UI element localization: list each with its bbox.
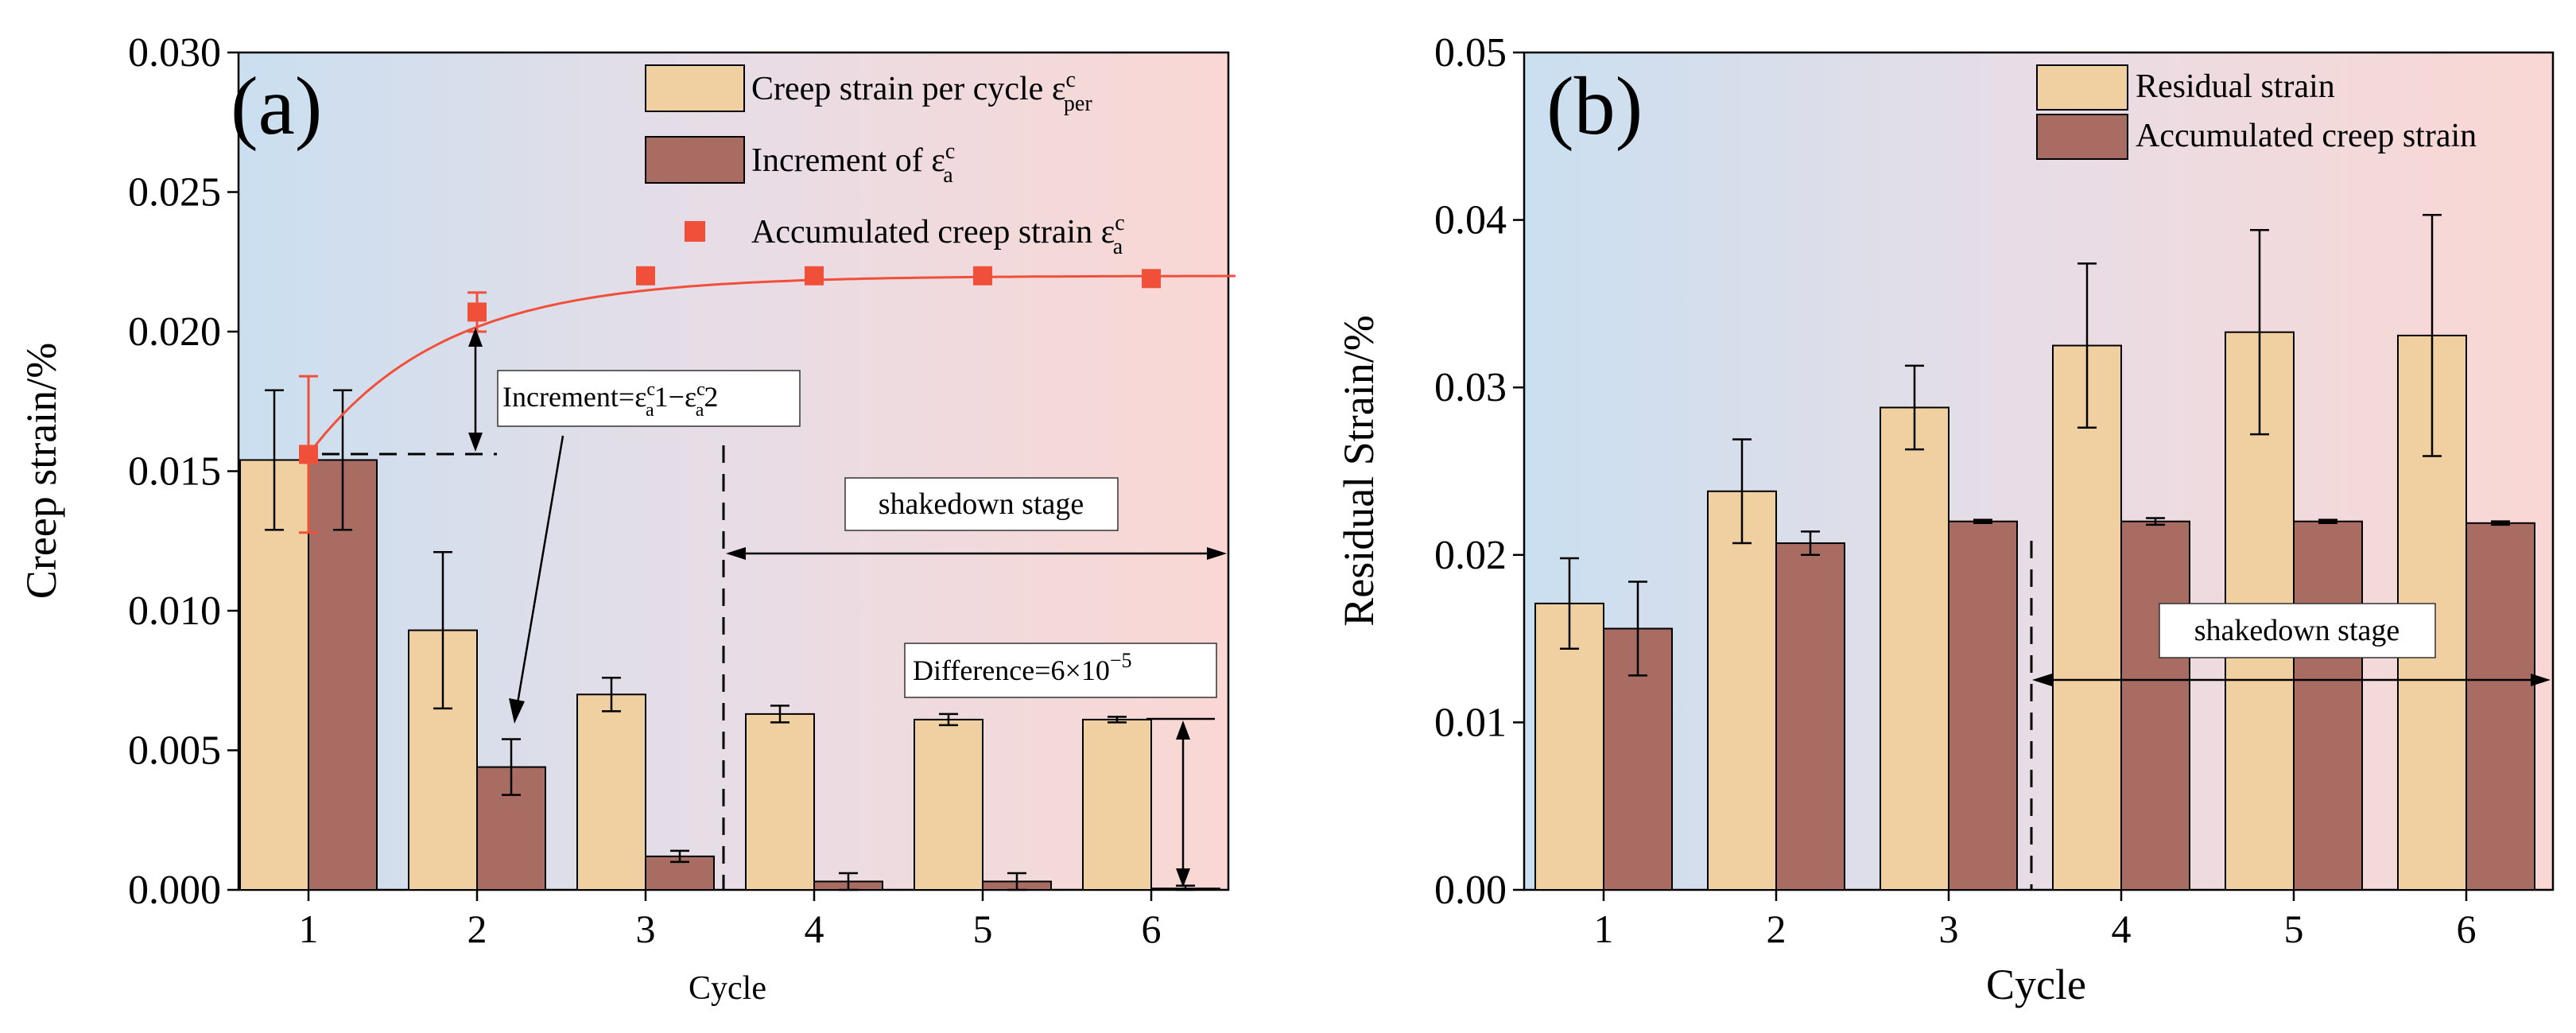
x-tick-label: 5 xyxy=(973,907,993,951)
y-tick-label: 0.015 xyxy=(128,449,221,495)
x-tick-label: 5 xyxy=(2284,907,2304,951)
legend-swatch-b-2 xyxy=(2037,115,2128,159)
panel-label-a: (a) xyxy=(231,60,322,152)
x-tick-label: 1 xyxy=(299,907,319,951)
y-tick-label: 0.03 xyxy=(1434,365,1507,410)
x-tick-label: 2 xyxy=(467,907,487,951)
bar-series-1 xyxy=(914,720,983,890)
bar-series-1 xyxy=(577,694,646,890)
x-axis-title-b: Cycle xyxy=(1986,961,2086,1008)
bar-series-1 xyxy=(1880,407,1949,890)
x-tick-label: 4 xyxy=(805,907,824,951)
y-axis-title-a: Creep strain/% xyxy=(17,343,65,599)
x-axis-title-a: Cycle xyxy=(689,970,766,1007)
y-tick-label: 0.025 xyxy=(128,170,221,216)
scatter-point xyxy=(805,266,824,285)
scatter-point xyxy=(973,266,992,285)
x-tick-label: 4 xyxy=(2112,907,2132,951)
bar-series-1 xyxy=(1708,491,1776,890)
legend-swatch-2 xyxy=(646,137,744,183)
x-tick-label: 2 xyxy=(1767,907,1787,951)
scatter-point xyxy=(636,266,655,285)
figure: 0.0000.0050.0100.0150.0200.0250.030 1234… xyxy=(0,0,2576,1033)
legend-label-b-2: Accumulated creep strain xyxy=(2136,118,2477,154)
y-tick-label: 0.00 xyxy=(1434,868,1507,913)
x-tick-label: 6 xyxy=(1142,907,1162,951)
chart-panel-b: 0.00 0.01 0.02 0.03 0.04 0.05 1 2 3 4 5 6 shakedow… xyxy=(1335,30,2553,1008)
y-tick-label: 0.000 xyxy=(128,868,221,913)
bar-series-2 xyxy=(2121,522,2190,890)
y-tick-label: 0.010 xyxy=(128,588,221,634)
legend-swatch-b-1 xyxy=(2037,65,2128,110)
difference-label: Difference=6×10−5 xyxy=(913,649,1132,686)
y-tick-label: 0.020 xyxy=(128,309,221,355)
y-tick-label: 0.030 xyxy=(128,30,221,76)
y-axis-title-b: Residual Strain/% xyxy=(1335,315,1383,626)
y-tick-label: 0.04 xyxy=(1434,198,1507,243)
panel-label-b: (b) xyxy=(1546,60,1643,152)
x-tick-label: 6 xyxy=(2457,907,2477,951)
legend-swatch-1 xyxy=(646,65,744,111)
scatter-point xyxy=(299,445,318,464)
scatter-point xyxy=(467,302,487,321)
legend-marker-scatter xyxy=(685,221,705,242)
shakedown-label-a: shakedown stage xyxy=(879,487,1084,521)
legend-label-b-1: Residual strain xyxy=(2136,68,2335,105)
scatter-point xyxy=(1142,269,1161,288)
y-tick-label: 0.005 xyxy=(128,728,221,774)
bar-series-1 xyxy=(1083,720,1151,890)
bar-series-2 xyxy=(2466,523,2535,890)
y-tick-label: 0.05 xyxy=(1434,30,1507,76)
chart-panel-a: 0.000 0.005 0.010 0.015 0.020 0.025 0.030 1 2 3 4… xyxy=(17,30,1236,1007)
bar-series-2 xyxy=(1949,522,2017,890)
y-tick-label: 0.02 xyxy=(1434,533,1507,578)
x-tick-label: 3 xyxy=(636,907,656,951)
x-tick-label: 3 xyxy=(1939,907,1959,951)
bar-series-1 xyxy=(746,714,814,890)
bar-series-2 xyxy=(2294,522,2362,890)
shakedown-label-b: shakedown stage xyxy=(2194,614,2400,647)
y-tick-label: 0.01 xyxy=(1434,700,1507,745)
x-tick-label: 1 xyxy=(1594,907,1614,951)
bar-series-2 xyxy=(1776,543,1845,890)
